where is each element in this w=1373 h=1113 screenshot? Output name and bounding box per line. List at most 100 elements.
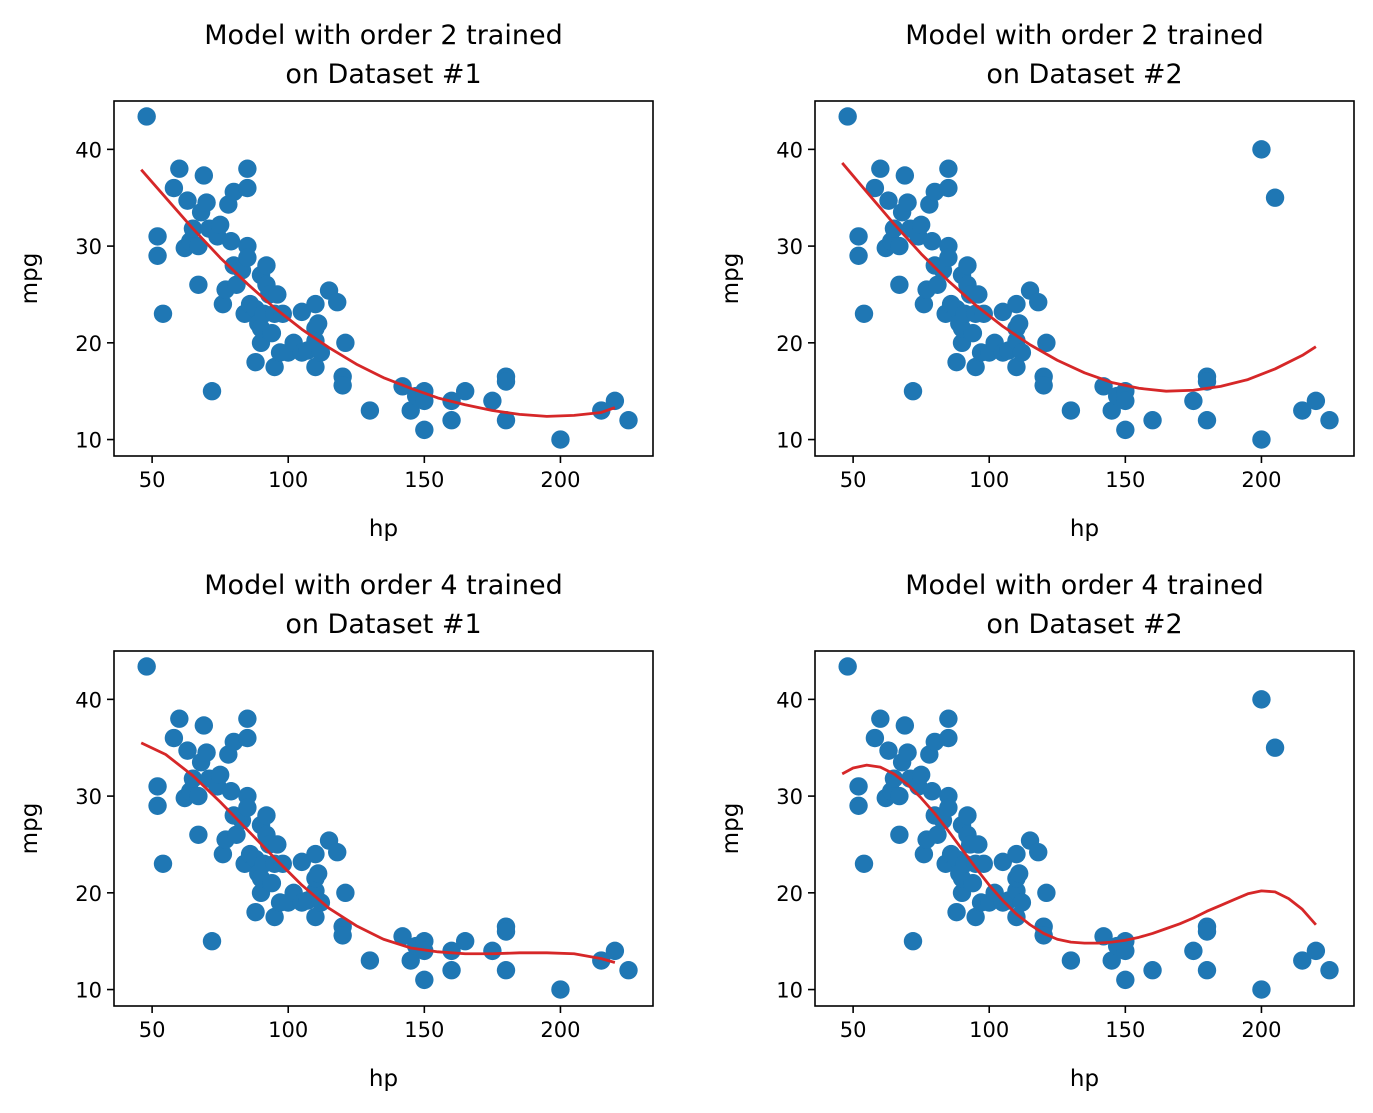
data-point bbox=[401, 401, 420, 420]
y-tick-label: 10 bbox=[75, 429, 102, 453]
data-point bbox=[865, 728, 885, 748]
data-point bbox=[442, 411, 461, 430]
data-point bbox=[849, 796, 868, 815]
data-point bbox=[308, 864, 328, 883]
y-axis-label: mpg bbox=[17, 803, 43, 855]
data-point bbox=[911, 215, 931, 235]
data-point bbox=[496, 961, 516, 980]
data-point bbox=[227, 275, 246, 294]
data-point bbox=[914, 294, 934, 314]
data-point bbox=[1320, 961, 1339, 980]
data-point bbox=[903, 931, 923, 951]
data-point bbox=[483, 941, 502, 961]
y-tick-label: 40 bbox=[75, 138, 102, 162]
data-point bbox=[455, 381, 475, 401]
data-point bbox=[854, 854, 874, 874]
x-axis-label: hp bbox=[1070, 1066, 1099, 1092]
data-point bbox=[1029, 842, 1048, 862]
data-point bbox=[197, 743, 216, 762]
data-point bbox=[1116, 970, 1135, 990]
data-point bbox=[221, 782, 241, 801]
data-point bbox=[619, 961, 638, 980]
data-point bbox=[1143, 961, 1162, 980]
data-point bbox=[1012, 893, 1032, 912]
data-point bbox=[1306, 391, 1326, 411]
data-point bbox=[238, 159, 257, 178]
data-point bbox=[1029, 292, 1048, 312]
data-point bbox=[871, 709, 890, 728]
y-tick-label: 30 bbox=[75, 785, 102, 809]
data-point bbox=[496, 922, 516, 941]
data-point bbox=[1007, 357, 1026, 377]
data-point bbox=[890, 786, 909, 806]
data-point bbox=[210, 765, 230, 785]
data-point bbox=[227, 825, 246, 844]
data-point bbox=[202, 381, 222, 401]
axes-frame bbox=[113, 650, 654, 1007]
data-point bbox=[1116, 941, 1135, 961]
axes-frame bbox=[113, 100, 654, 457]
data-point bbox=[360, 951, 380, 970]
data-point bbox=[189, 236, 208, 256]
data-point bbox=[922, 782, 942, 801]
data-point bbox=[884, 769, 904, 788]
data-point bbox=[871, 159, 890, 178]
data-point bbox=[1197, 922, 1217, 941]
data-point bbox=[1197, 961, 1217, 980]
data-point bbox=[969, 835, 988, 854]
data-point bbox=[551, 430, 570, 449]
subplot-title-line: on Dataset #2 bbox=[986, 609, 1182, 640]
data-point bbox=[879, 191, 898, 210]
data-point bbox=[178, 191, 197, 210]
data-point bbox=[153, 854, 173, 874]
data-point bbox=[849, 227, 868, 246]
scatter-series bbox=[838, 107, 1339, 449]
data-point bbox=[292, 852, 312, 872]
data-point bbox=[170, 709, 189, 728]
y-tick-label: 20 bbox=[75, 882, 102, 906]
data-point bbox=[262, 873, 282, 893]
x-tick-label: 150 bbox=[1105, 468, 1145, 492]
data-point bbox=[1252, 140, 1271, 159]
x-tick-label: 150 bbox=[404, 468, 444, 492]
x-tick-label: 200 bbox=[540, 468, 580, 492]
y-tick-label: 30 bbox=[776, 785, 803, 809]
data-point bbox=[137, 657, 156, 676]
data-point bbox=[238, 709, 257, 728]
y-tick-label: 30 bbox=[776, 235, 803, 259]
data-point bbox=[333, 376, 352, 395]
data-point bbox=[1197, 372, 1217, 391]
data-point bbox=[928, 275, 947, 294]
data-point bbox=[496, 372, 516, 391]
data-point bbox=[257, 806, 276, 825]
data-point bbox=[268, 835, 287, 854]
y-tick-label: 10 bbox=[776, 979, 803, 1003]
data-point bbox=[551, 980, 570, 999]
data-point bbox=[898, 193, 917, 212]
data-point bbox=[268, 285, 287, 304]
axes-frame bbox=[814, 100, 1355, 457]
data-point bbox=[455, 931, 475, 951]
data-point bbox=[890, 236, 909, 256]
data-point bbox=[605, 391, 625, 411]
data-point bbox=[164, 728, 184, 748]
data-point bbox=[442, 941, 461, 961]
data-point bbox=[838, 657, 857, 676]
data-point bbox=[189, 825, 208, 844]
data-point bbox=[170, 159, 189, 178]
data-point bbox=[306, 844, 325, 864]
data-point bbox=[1102, 951, 1121, 970]
subplot-title-line: on Dataset #1 bbox=[285, 59, 481, 90]
data-point bbox=[958, 806, 977, 825]
data-point bbox=[336, 333, 355, 353]
scatter-series bbox=[137, 657, 638, 999]
data-point bbox=[1102, 401, 1121, 420]
data-point bbox=[1197, 411, 1217, 430]
data-point bbox=[939, 728, 958, 748]
data-point bbox=[336, 883, 355, 903]
data-point bbox=[879, 741, 898, 760]
data-point bbox=[1252, 980, 1271, 999]
data-point bbox=[1184, 941, 1203, 961]
fitted-curve bbox=[841, 763, 1317, 945]
data-point bbox=[401, 951, 420, 970]
